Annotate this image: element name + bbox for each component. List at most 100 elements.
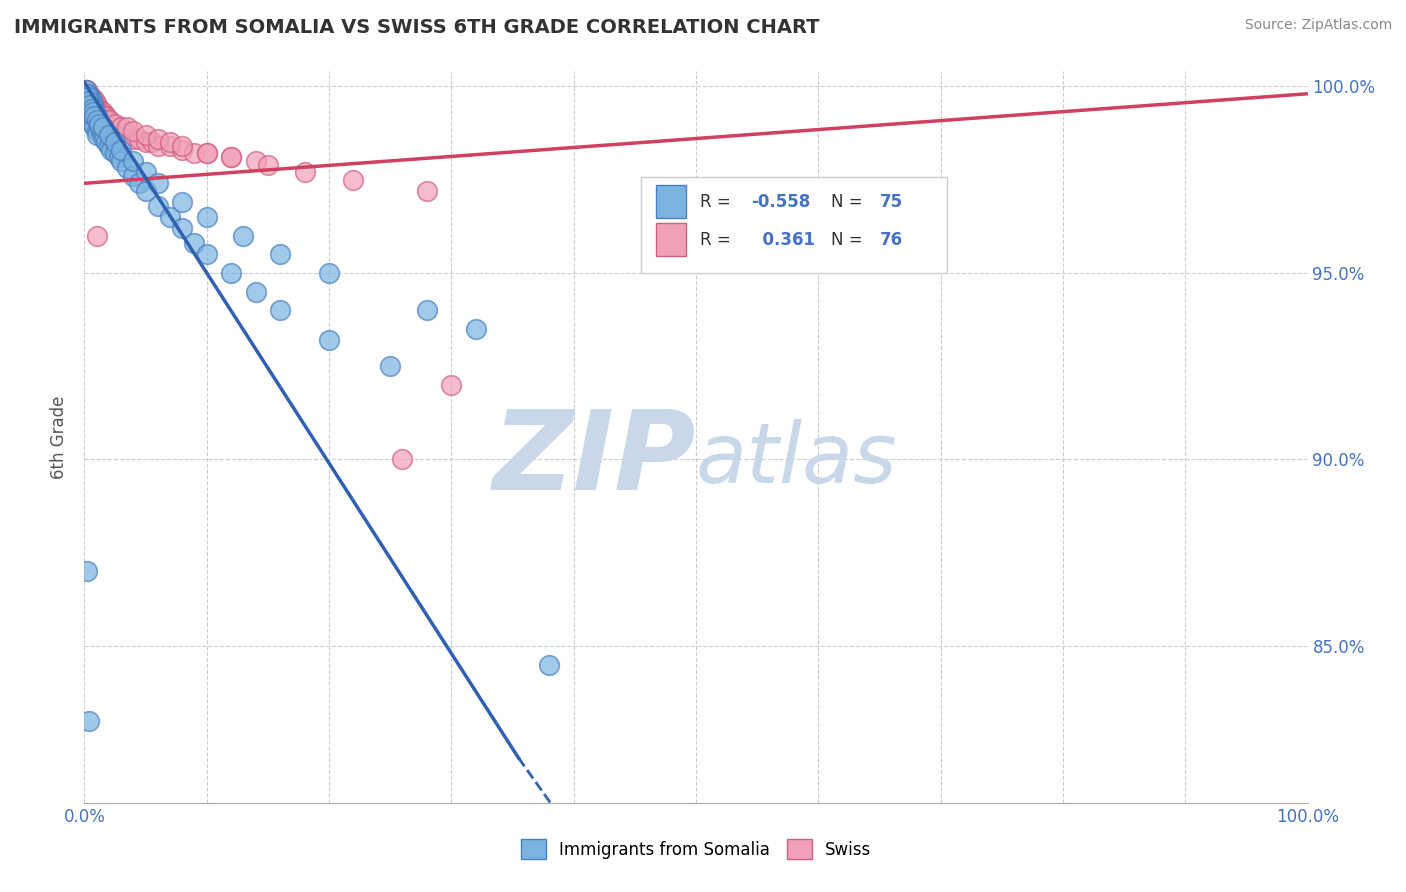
Point: [77, 94, 100, 108]
Point: [77, 90, 100, 104]
Point: [76, 90, 98, 104]
Point: [84, 102, 107, 116]
Point: [83, 109, 105, 123]
Point: [86, 102, 108, 116]
Point: [87, 117, 110, 131]
Point: [76, 565, 98, 579]
Text: R =: R =: [700, 193, 735, 211]
Point: [172, 221, 194, 235]
Point: [86, 105, 108, 120]
Point: [219, 150, 242, 164]
Point: [89, 105, 111, 120]
Point: [77, 105, 100, 120]
Point: [159, 210, 181, 224]
Point: [77, 90, 100, 104]
Point: [257, 158, 280, 172]
Point: [117, 128, 139, 142]
Point: [76, 87, 98, 101]
Point: [96, 135, 118, 149]
Point: [91, 105, 114, 120]
Point: [104, 117, 127, 131]
Point: [75, 87, 97, 101]
Point: [86, 128, 108, 142]
Point: [89, 120, 111, 135]
Y-axis label: 6th Grade: 6th Grade: [51, 395, 69, 479]
Point: [97, 112, 120, 127]
Point: [82, 105, 104, 120]
Point: [77, 714, 100, 728]
Point: [172, 194, 194, 209]
Text: 75: 75: [880, 193, 903, 211]
Point: [115, 161, 138, 176]
Legend: Immigrants from Somalia, Swiss: Immigrants from Somalia, Swiss: [512, 830, 880, 868]
Point: [77, 102, 100, 116]
Point: [76, 83, 98, 97]
Point: [90, 124, 112, 138]
Point: [93, 109, 115, 123]
Point: [87, 117, 110, 131]
Point: [219, 266, 242, 280]
Point: [110, 124, 132, 138]
Point: [464, 322, 486, 336]
Text: ZIP: ZIP: [492, 406, 696, 513]
Text: 76: 76: [880, 231, 903, 250]
Point: [342, 172, 364, 186]
Point: [538, 657, 561, 672]
Point: [245, 285, 267, 299]
Point: [80, 94, 103, 108]
Point: [87, 112, 110, 127]
Point: [172, 143, 194, 157]
Point: [91, 120, 114, 135]
Point: [83, 120, 105, 135]
Point: [122, 124, 145, 138]
Point: [76, 87, 98, 101]
FancyBboxPatch shape: [641, 178, 946, 273]
Point: [77, 94, 100, 108]
Point: [76, 87, 98, 101]
Point: [80, 102, 103, 116]
Point: [141, 135, 163, 149]
Point: [83, 94, 105, 108]
Text: atlas: atlas: [696, 418, 897, 500]
Point: [269, 303, 291, 318]
Point: [82, 94, 104, 108]
Point: [83, 102, 105, 116]
Point: [76, 94, 98, 108]
Point: [87, 105, 110, 120]
Point: [219, 150, 242, 164]
Point: [183, 146, 205, 161]
Point: [416, 303, 439, 318]
Point: [75, 90, 97, 104]
Point: [135, 128, 157, 142]
Text: Source: ZipAtlas.com: Source: ZipAtlas.com: [1244, 18, 1392, 32]
Point: [135, 184, 157, 198]
Point: [172, 139, 194, 153]
Point: [79, 94, 101, 108]
Point: [159, 139, 181, 153]
Point: [110, 153, 132, 168]
Point: [93, 109, 115, 123]
Point: [128, 131, 150, 145]
Point: [87, 102, 110, 116]
Point: [195, 210, 218, 224]
Point: [86, 228, 108, 243]
Point: [77, 102, 100, 116]
Point: [380, 359, 402, 374]
Point: [86, 109, 108, 123]
Point: [80, 90, 103, 104]
Point: [195, 146, 218, 161]
Point: [101, 117, 124, 131]
Point: [79, 98, 101, 112]
Point: [86, 98, 108, 112]
Point: [77, 90, 100, 104]
Text: IMMIGRANTS FROM SOMALIA VS SWISS 6TH GRADE CORRELATION CHART: IMMIGRANTS FROM SOMALIA VS SWISS 6TH GRA…: [14, 18, 820, 37]
Point: [83, 102, 105, 116]
Point: [122, 153, 145, 168]
Point: [75, 83, 97, 97]
Point: [80, 98, 103, 112]
Point: [318, 333, 340, 347]
Point: [135, 135, 157, 149]
Point: [79, 94, 101, 108]
Point: [77, 90, 100, 104]
Point: [82, 117, 104, 131]
